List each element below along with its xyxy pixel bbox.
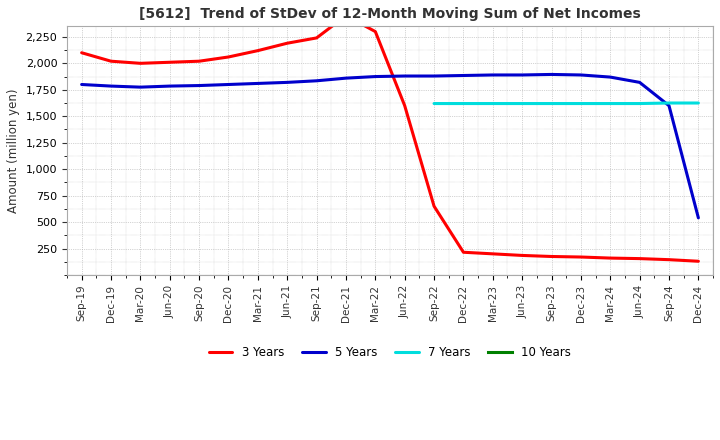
3 Years bbox=[665, 257, 673, 262]
5 Years bbox=[136, 84, 145, 90]
5 Years bbox=[342, 76, 351, 81]
3 Years bbox=[547, 254, 556, 259]
3 Years bbox=[136, 61, 145, 66]
3 Years bbox=[488, 251, 497, 257]
5 Years bbox=[77, 82, 86, 87]
7 Years bbox=[459, 101, 468, 106]
5 Years bbox=[371, 74, 379, 79]
3 Years bbox=[224, 54, 233, 59]
5 Years bbox=[400, 73, 409, 79]
7 Years bbox=[635, 101, 644, 106]
3 Years bbox=[195, 59, 204, 64]
3 Years bbox=[459, 249, 468, 255]
5 Years bbox=[694, 215, 703, 220]
3 Years bbox=[283, 40, 292, 46]
7 Years bbox=[518, 101, 526, 106]
5 Years bbox=[606, 74, 615, 80]
5 Years bbox=[547, 72, 556, 77]
3 Years bbox=[312, 35, 321, 40]
3 Years bbox=[166, 60, 174, 65]
5 Years bbox=[166, 84, 174, 89]
5 Years bbox=[430, 73, 438, 79]
7 Years bbox=[694, 100, 703, 106]
5 Years bbox=[635, 80, 644, 85]
Title: [5612]  Trend of StDev of 12-Month Moving Sum of Net Incomes: [5612] Trend of StDev of 12-Month Moving… bbox=[139, 7, 641, 21]
7 Years bbox=[606, 101, 615, 106]
7 Years bbox=[577, 101, 585, 106]
Y-axis label: Amount (million yen): Amount (million yen) bbox=[7, 88, 20, 213]
Line: 5 Years: 5 Years bbox=[81, 74, 698, 218]
7 Years bbox=[430, 101, 438, 106]
5 Years bbox=[459, 73, 468, 78]
5 Years bbox=[488, 72, 497, 77]
7 Years bbox=[488, 101, 497, 106]
3 Years bbox=[253, 48, 262, 53]
5 Years bbox=[253, 81, 262, 86]
5 Years bbox=[577, 72, 585, 77]
7 Years bbox=[665, 100, 673, 106]
5 Years bbox=[312, 78, 321, 84]
3 Years bbox=[694, 259, 703, 264]
5 Years bbox=[107, 84, 115, 89]
Legend: 3 Years, 5 Years, 7 Years, 10 Years: 3 Years, 5 Years, 7 Years, 10 Years bbox=[204, 341, 576, 363]
5 Years bbox=[195, 83, 204, 88]
3 Years bbox=[518, 253, 526, 258]
3 Years bbox=[577, 254, 585, 260]
5 Years bbox=[518, 72, 526, 77]
5 Years bbox=[283, 80, 292, 85]
5 Years bbox=[224, 82, 233, 87]
3 Years bbox=[606, 256, 615, 261]
3 Years bbox=[77, 50, 86, 55]
3 Years bbox=[107, 59, 115, 64]
5 Years bbox=[665, 103, 673, 108]
Line: 3 Years: 3 Years bbox=[81, 16, 698, 261]
3 Years bbox=[635, 256, 644, 261]
3 Years bbox=[342, 13, 351, 18]
3 Years bbox=[430, 204, 438, 209]
3 Years bbox=[400, 103, 409, 108]
7 Years bbox=[547, 101, 556, 106]
3 Years bbox=[371, 29, 379, 34]
